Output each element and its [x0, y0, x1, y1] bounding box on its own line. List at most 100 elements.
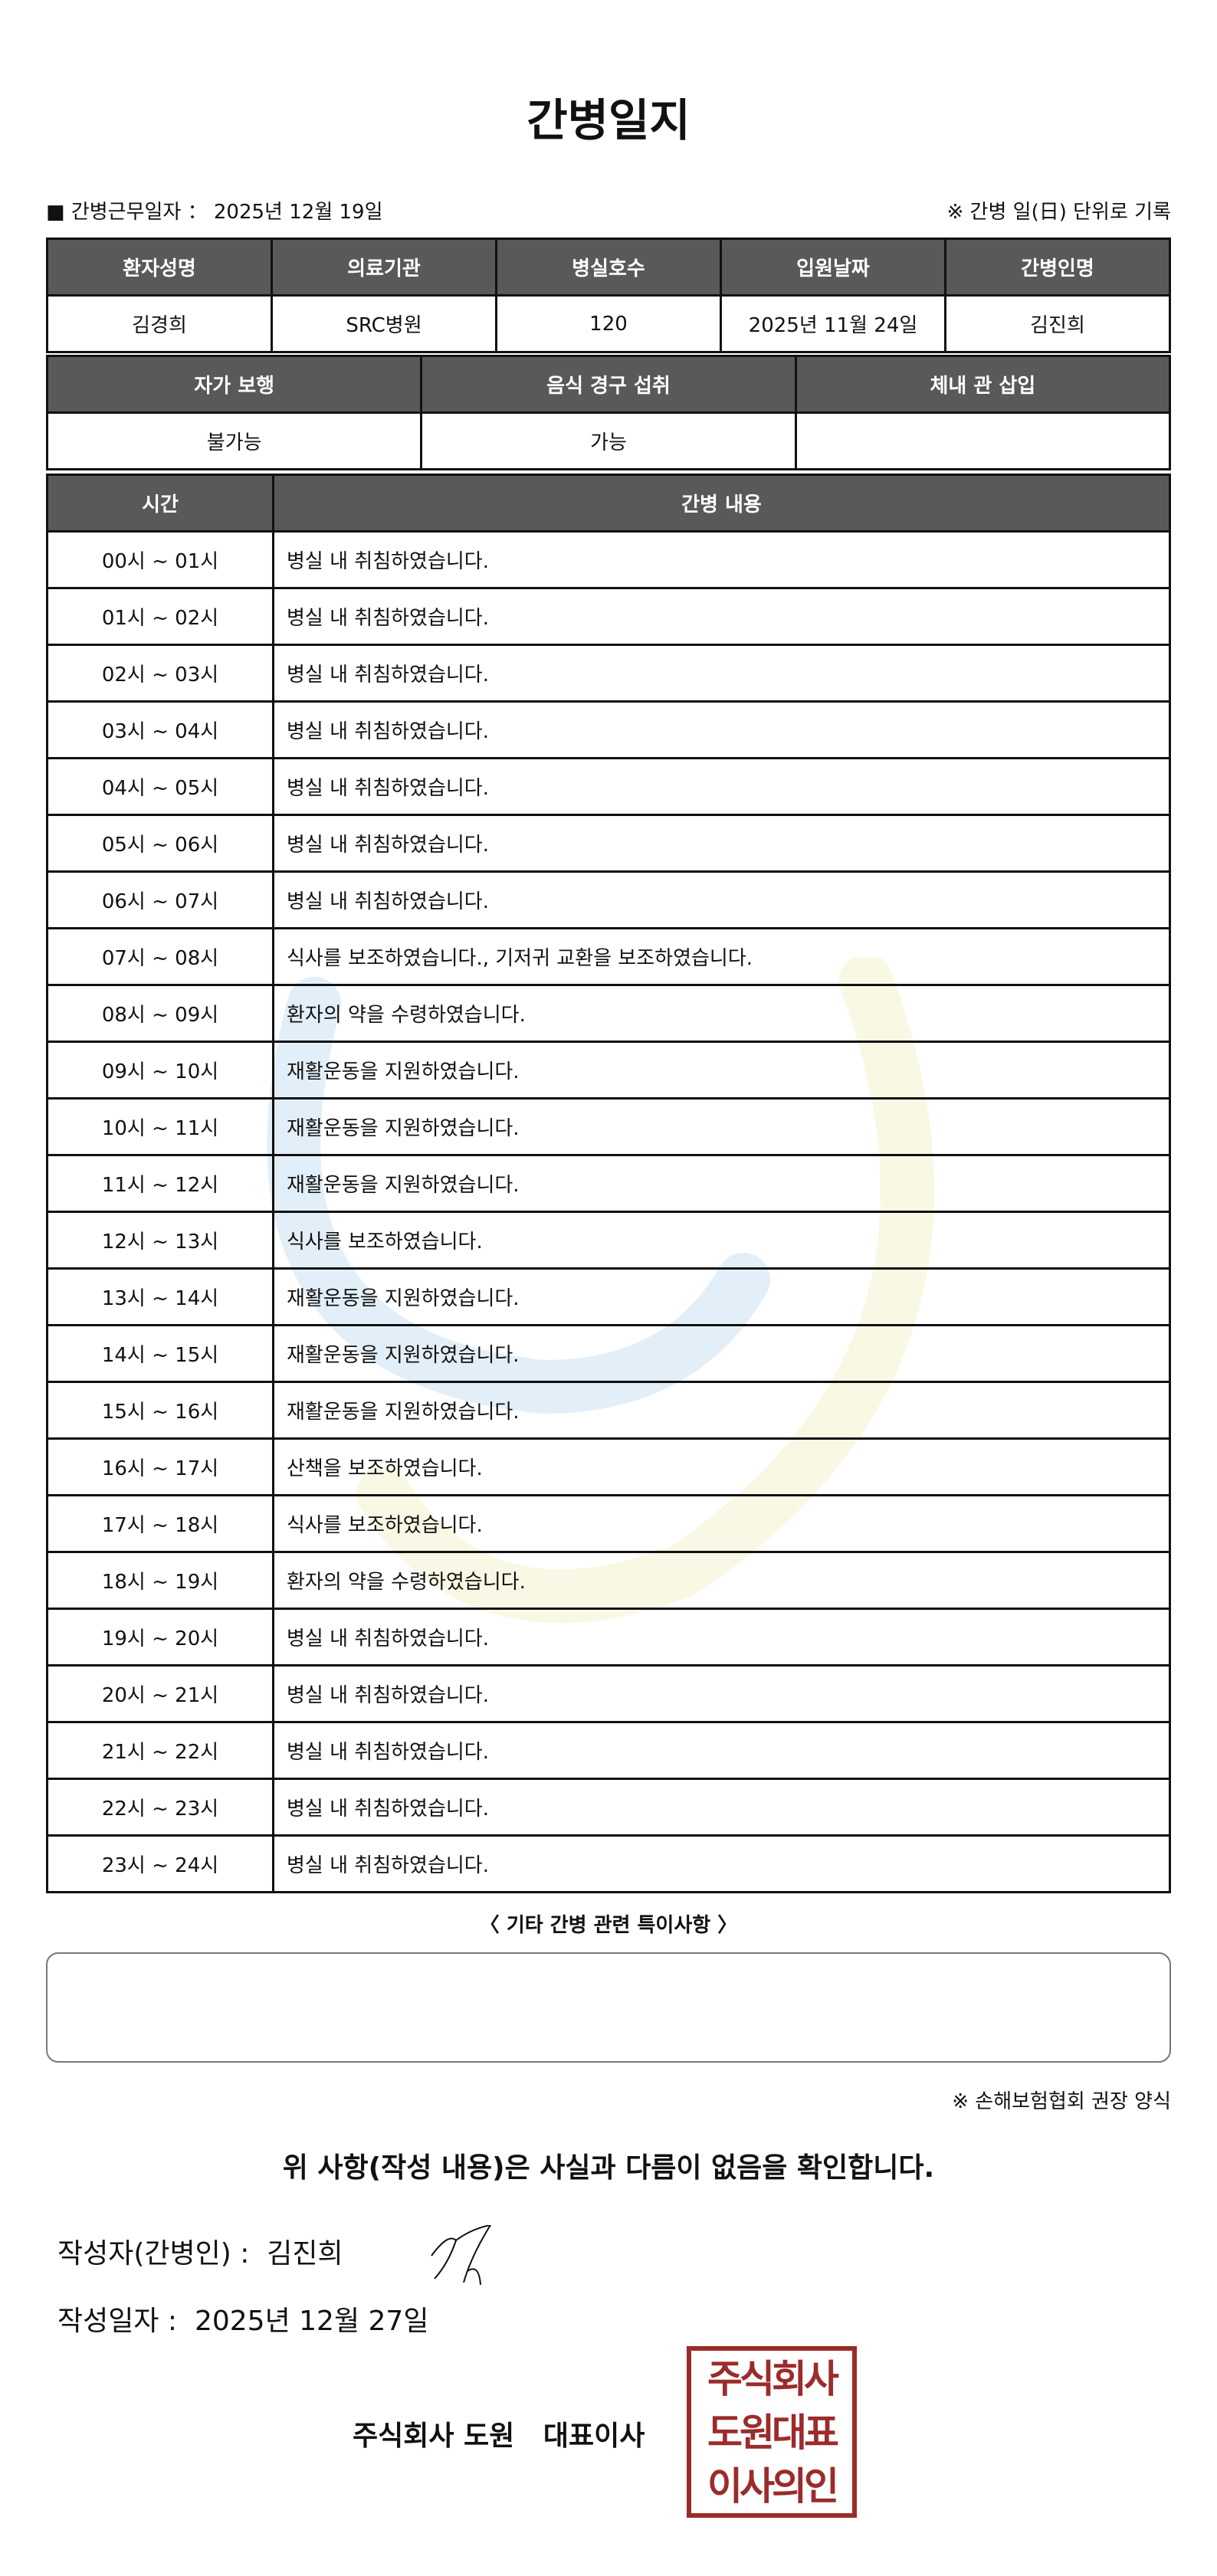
care-content: 식사를 보조하였습니다.: [272, 1211, 1171, 1270]
patient-name: 김경희: [46, 294, 273, 353]
time-slot: 09시 ~ 10시: [46, 1041, 274, 1100]
table-row: 19시 ~ 20시 병실 내 취침하였습니다.: [46, 1608, 1171, 1667]
table-row: 11시 ~ 12시 재활운동을 지원하였습니다.: [46, 1154, 1171, 1213]
status-table: 자가 보행 음식 경구 섭취 체내 관 삽입 불가능 가능: [45, 355, 1172, 470]
header-cell: 입원날짜: [720, 238, 946, 297]
time-slot: 23시 ~ 24시: [46, 1834, 274, 1893]
table-row: 17시 ~ 18시 식사를 보조하였습니다.: [46, 1494, 1171, 1553]
table-row: 01시 ~ 02시 병실 내 취침하였습니다.: [46, 587, 1171, 646]
time-slot: 05시 ~ 06시: [46, 814, 274, 873]
company-seal: 주식회사 도원대표 이사의인: [687, 2346, 857, 2518]
table-row: 09시 ~ 10시 재활운동을 지원하였습니다.: [46, 1041, 1171, 1100]
writer-line: 작성자(간병인) : 김진희: [57, 2225, 492, 2286]
care-content: 병실 내 취침하였습니다.: [272, 587, 1171, 646]
page-title: 간병일지: [526, 94, 691, 146]
time-slot: 03시 ~ 04시: [46, 700, 274, 759]
care-content: 병실 내 취침하였습니다.: [272, 1834, 1171, 1893]
work-date: ■ 간병근무일자 ： 2025년 12월 19일: [46, 196, 383, 224]
care-content: 병실 내 취침하였습니다.: [272, 1778, 1171, 1837]
time-slot: 08시 ~ 09시: [46, 984, 274, 1043]
writer-name: 김진희: [267, 2238, 343, 2270]
work-date-label: ■ 간병근무일자 ：: [46, 201, 208, 224]
table-row: 12시 ~ 13시 식사를 보조하였습니다.: [46, 1211, 1171, 1270]
time-slot: 02시 ~ 03시: [46, 644, 274, 703]
seal-line: 주식회사: [707, 2357, 839, 2401]
table-row: 03시 ~ 04시 병실 내 취침하였습니다.: [46, 700, 1171, 759]
time-slot: 15시 ~ 16시: [46, 1381, 274, 1440]
hospital: SRC병원: [271, 294, 497, 353]
care-content: 환자의 약을 수령하였습니다.: [272, 1551, 1171, 1610]
time-slot: 04시 ~ 05시: [46, 757, 274, 816]
table-row: 20시 ~ 21시 병실 내 취침하였습니다.: [46, 1664, 1171, 1723]
table-row: 14시 ~ 15시 재활운동을 지원하였습니다.: [46, 1324, 1171, 1383]
time-slot: 10시 ~ 11시: [46, 1097, 274, 1156]
header-cell: 자가 보행: [45, 355, 423, 414]
admission-date: 2025년 11월 24일: [720, 294, 946, 353]
table-row: 23시 ~ 24시 병실 내 취침하였습니다.: [46, 1834, 1171, 1893]
care-content: 병실 내 취침하였습니다.: [272, 1608, 1171, 1667]
time-slot: 11시 ~ 12시: [46, 1154, 274, 1213]
room-number: 120: [495, 294, 722, 353]
table-row: 05시 ~ 06시 병실 내 취침하였습니다.: [46, 814, 1171, 873]
header-cell: 시간: [46, 474, 274, 533]
signature: [431, 2225, 492, 2286]
table-row: 10시 ~ 11시 재활운동을 지원하였습니다.: [46, 1097, 1171, 1156]
care-content: 환자의 약을 수령하였습니다.: [272, 984, 1171, 1043]
time-slot: 22시 ~ 23시: [46, 1778, 274, 1837]
care-content: 병실 내 취침하였습니다.: [272, 530, 1171, 589]
care-content: 병실 내 취침하였습니다.: [272, 1721, 1171, 1780]
care-content: 병실 내 취침하였습니다.: [272, 757, 1171, 816]
seal-line: 이사의인: [707, 2464, 839, 2509]
time-slot: 17시 ~ 18시: [46, 1494, 274, 1553]
time-slot: 13시 ~ 14시: [46, 1267, 274, 1326]
time-slot: 14시 ~ 15시: [46, 1324, 274, 1383]
write-date-line: 작성일자 : 2025년 12월 27일: [57, 2299, 428, 2338]
oral-intake-status: 가능: [420, 411, 797, 470]
care-content: 재활운동을 지원하였습니다.: [272, 1154, 1171, 1213]
care-content: 산책을 보조하였습니다.: [272, 1437, 1171, 1496]
writer-label: 작성자(간병인) :: [57, 2238, 250, 2270]
care-content: 병실 내 취침하였습니다.: [272, 814, 1171, 873]
table-row: 15시 ~ 16시 재활운동을 지원하였습니다.: [46, 1381, 1171, 1440]
daily-note: ※ 간병 일(日) 단위로 기록: [946, 201, 1172, 224]
table-row: 02시 ~ 03시 병실 내 취침하였습니다.: [46, 644, 1171, 703]
time-slot: 19시 ~ 20시: [46, 1608, 274, 1667]
care-content: 재활운동을 지원하였습니다.: [272, 1041, 1171, 1100]
form-note: ※ 손해보험협회 권장 양식: [952, 2090, 1171, 2113]
confirmation-statement: 위 사항(작성 내용)은 사실과 다름이 없음을 확인합니다.: [282, 2152, 935, 2184]
header-cell: 체내 관 삽입: [794, 355, 1172, 414]
special-notes-box: [46, 1952, 1171, 2063]
caregiver-name: 김진희: [944, 294, 1171, 353]
time-slot: 12시 ~ 13시: [46, 1211, 274, 1270]
table-row: 08시 ~ 09시 환자의 약을 수령하였습니다.: [46, 984, 1171, 1043]
seal-line: 도원대표: [707, 2410, 839, 2455]
company-representative: 주식회사 도원 대표이사: [353, 2420, 645, 2452]
time-slot: 00시 ~ 01시: [46, 530, 274, 589]
care-content: 병실 내 취침하였습니다.: [272, 1664, 1171, 1723]
table-row: 07시 ~ 08시 식사를 보조하였습니다., 기저귀 교환을 보조하였습니다.: [46, 927, 1171, 986]
table-row: 21시 ~ 22시 병실 내 취침하였습니다.: [46, 1721, 1171, 1780]
care-content: 재활운동을 지원하였습니다.: [272, 1381, 1171, 1440]
care-content: 병실 내 취침하였습니다.: [272, 870, 1171, 929]
care-content: 병실 내 취침하였습니다.: [272, 700, 1171, 759]
header-cell: 간병인명: [944, 238, 1171, 297]
time-slot: 16시 ~ 17시: [46, 1437, 274, 1496]
tube-status: [794, 411, 1172, 470]
care-content: 식사를 보조하였습니다., 기저귀 교환을 보조하였습니다.: [272, 927, 1171, 986]
time-slot: 01시 ~ 02시: [46, 587, 274, 646]
care-content: 식사를 보조하였습니다.: [272, 1494, 1171, 1553]
table-row: 16시 ~ 17시 산책을 보조하였습니다.: [46, 1437, 1171, 1496]
header-cell: 병실호수: [495, 238, 722, 297]
time-slot: 06시 ~ 07시: [46, 870, 274, 929]
care-content: 재활운동을 지원하였습니다.: [272, 1097, 1171, 1156]
special-notes-label: 〈 기타 간병 관련 특이사항 〉: [479, 1914, 738, 1937]
write-date-value: 2025년 12월 27일: [194, 2306, 429, 2337]
table-row: 04시 ~ 05시 병실 내 취침하였습니다.: [46, 757, 1171, 816]
care-content: 병실 내 취침하였습니다.: [272, 644, 1171, 703]
table-row: 18시 ~ 19시 환자의 약을 수령하였습니다.: [46, 1551, 1171, 1610]
header-cell: 음식 경구 섭취: [420, 355, 797, 414]
time-slot: 18시 ~ 19시: [46, 1551, 274, 1610]
header-cell: 의료기관: [271, 238, 497, 297]
header-cell: 환자성명: [46, 238, 273, 297]
work-date-value: 2025년 12월 19일: [213, 201, 383, 224]
